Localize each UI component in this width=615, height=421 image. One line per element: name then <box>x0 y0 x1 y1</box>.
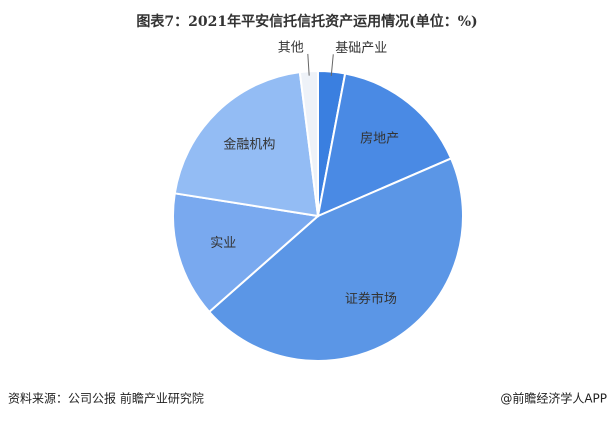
pie-slice <box>207 157 464 362</box>
source: 资料来源：公司公报 前瞻产业研究院 <box>8 391 204 406</box>
slice-label: 基础产业 <box>335 41 387 56</box>
leader-line <box>307 53 310 76</box>
pie-slice <box>173 71 320 218</box>
pie-slice <box>316 72 453 218</box>
credit: @前瞻经济学人APP <box>500 391 607 406</box>
slice-label: 证券市场 <box>345 291 397 307</box>
pie-slice <box>172 192 321 314</box>
slice-label: 房地产 <box>360 131 399 147</box>
slice-label: 其他 <box>278 40 304 55</box>
slice-label: 金融机构 <box>223 137 275 153</box>
slice-label: 实业 <box>210 236 236 251</box>
chart-title: 图表7：2021年平安信托信托资产运用情况(单位：%) <box>136 13 477 30</box>
leader-line <box>330 54 334 77</box>
